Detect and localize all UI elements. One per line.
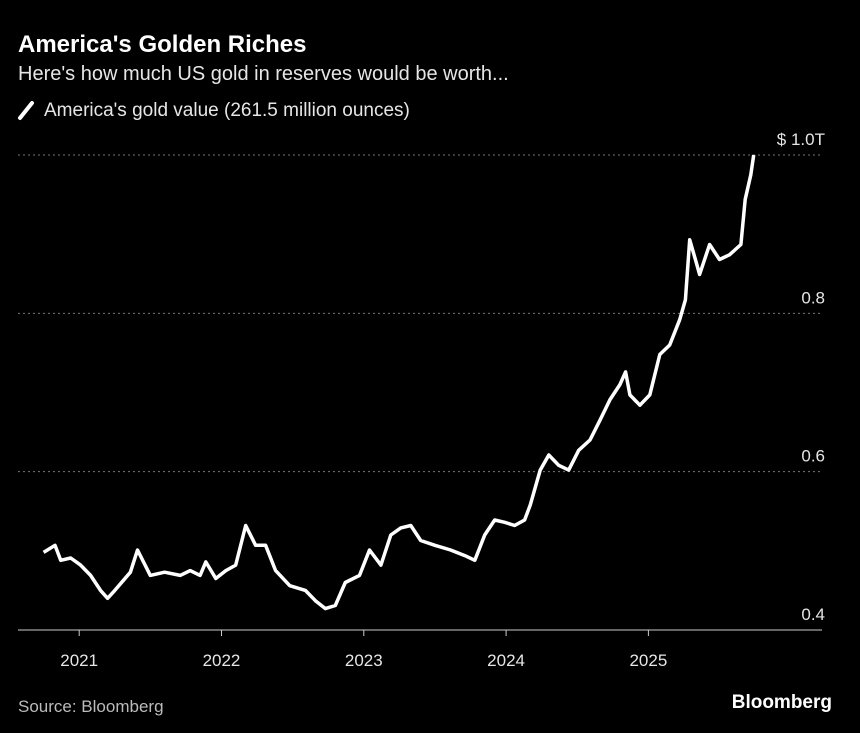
x-tick-label: 2022 (203, 651, 241, 670)
y-tick-label: 0.8 (801, 288, 825, 307)
x-tick-label: 2025 (629, 651, 667, 670)
legend-label: America's gold value (261.5 million ounc… (44, 100, 410, 121)
logo: Bloomberg (732, 692, 832, 713)
x-tick-label: 2021 (60, 651, 98, 670)
source: Source: Bloomberg (18, 697, 164, 716)
legend-swatch (18, 101, 34, 120)
x-tick-label: 2023 (345, 651, 383, 670)
chart-title: America's Golden Riches (18, 31, 306, 58)
y-tick-label: 0.6 (801, 447, 825, 466)
series-line (42, 154, 756, 611)
x-tick-label: 2024 (487, 651, 525, 670)
y-tick-label: $ 1.0T (777, 130, 825, 149)
chart-subtitle: Here's how much US gold in reserves woul… (18, 63, 509, 85)
y-tick-label: 0.4 (801, 605, 825, 624)
